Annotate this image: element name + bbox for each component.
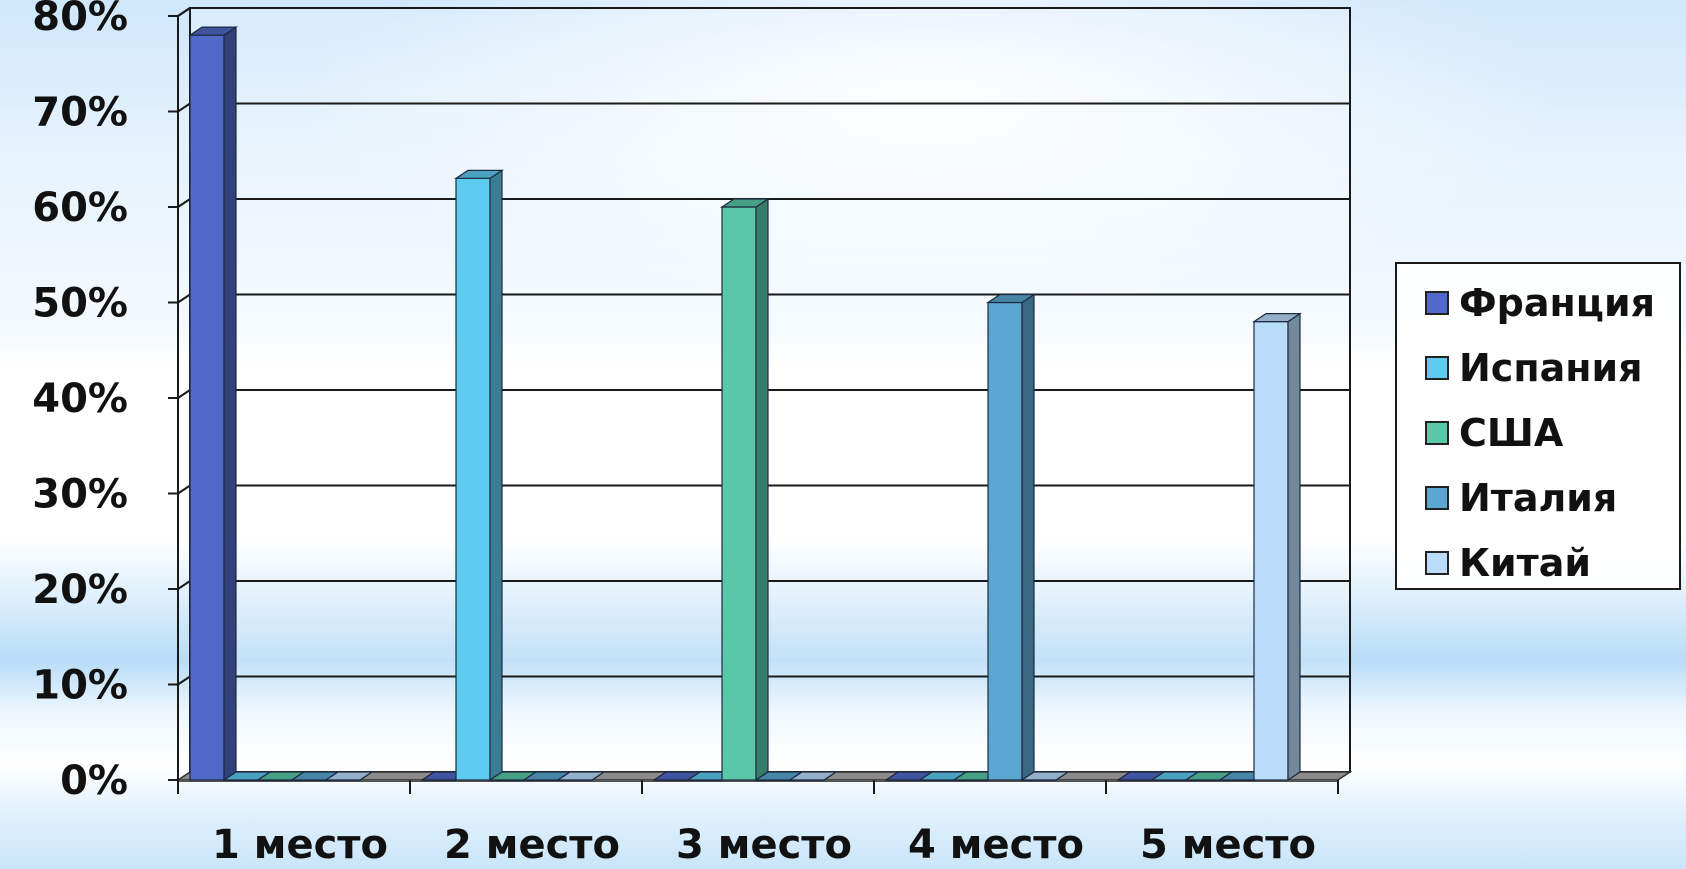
gridline-side: [177, 198, 191, 208]
bar: [720, 197, 770, 782]
gridline-side: [177, 675, 191, 686]
legend-item: США: [1425, 400, 1679, 465]
bar: [986, 293, 1036, 782]
bar: [522, 771, 572, 782]
bar-front: [987, 301, 1023, 781]
bar-top: [788, 771, 838, 781]
legend-label: Франция: [1459, 280, 1655, 325]
bar: [788, 771, 838, 782]
bar-top: [324, 771, 374, 781]
bar-side: [489, 169, 503, 782]
x-tick-label: 4 место: [908, 822, 1084, 868]
bar: [1020, 771, 1070, 782]
legend-swatch: [1425, 550, 1449, 575]
gridline-side: [177, 389, 191, 399]
bar-top: [1020, 771, 1070, 781]
bar: [324, 771, 374, 782]
bar-top: [986, 293, 1036, 304]
y-tick-label: 30%: [32, 472, 128, 518]
bar-front: [721, 206, 757, 781]
y-tick-label: 80%: [32, 0, 128, 40]
y-tick-label: 40%: [32, 376, 128, 422]
legend-label: Испания: [1459, 345, 1643, 390]
bar-side: [1287, 312, 1301, 782]
legend-item: Китай: [1425, 530, 1679, 595]
legend-swatch: [1425, 290, 1449, 315]
bar-side: [755, 197, 769, 782]
bar-top: [556, 771, 606, 781]
x-tick-label: 5 место: [1140, 822, 1316, 868]
y-tick-label: 10%: [32, 663, 128, 709]
x-tick-label: 1 место: [212, 822, 388, 868]
bar-front: [455, 177, 491, 781]
x-tick-label: 3 место: [676, 822, 852, 868]
bar-side: [1021, 293, 1035, 782]
y-tick-label: 20%: [32, 567, 128, 613]
x-axis: 1 место 2 место 3 место 4 место 5 место: [177, 780, 1339, 868]
gridline-side: [177, 484, 191, 495]
y-tick-label: 60%: [32, 185, 128, 231]
legend: Франция Испания США Италия Китай: [1395, 262, 1681, 590]
bar-top: [1252, 313, 1302, 323]
bar: [556, 771, 606, 782]
legend-swatch: [1425, 485, 1449, 510]
legend-label: Китай: [1459, 540, 1591, 585]
legend-item: Франция: [1425, 270, 1679, 335]
bars: [188, 25, 1302, 782]
gridline-side: [177, 293, 191, 304]
legend-label: США: [1459, 410, 1564, 455]
legend-item: Испания: [1425, 335, 1679, 400]
y-tick-label: 50%: [32, 281, 128, 327]
y-tick-label: 0%: [60, 758, 128, 804]
bar-front: [189, 34, 225, 781]
bar-front: [1253, 321, 1289, 781]
bar-side: [223, 25, 237, 782]
bar-top: [454, 169, 504, 179]
bar: [454, 169, 504, 782]
legend-item: Италия: [1425, 465, 1679, 530]
legend-swatch: [1425, 420, 1449, 445]
bar: [188, 25, 238, 782]
x-tick-label: 2 место: [444, 822, 620, 868]
gridline-side: [177, 102, 191, 113]
gridline-side: [177, 580, 191, 590]
bar-top: [188, 26, 238, 36]
legend-label: Италия: [1459, 475, 1618, 520]
gridline-side: [177, 7, 191, 17]
y-tick-label: 70%: [32, 90, 128, 136]
y-axis: 0% 10% 20% 30% 40% 50% 60% 70% 80%: [32, 0, 178, 804]
bar-top: [720, 198, 770, 208]
gridlines: [177, 7, 1350, 686]
legend-swatch: [1425, 355, 1449, 380]
bar: [1252, 312, 1302, 782]
